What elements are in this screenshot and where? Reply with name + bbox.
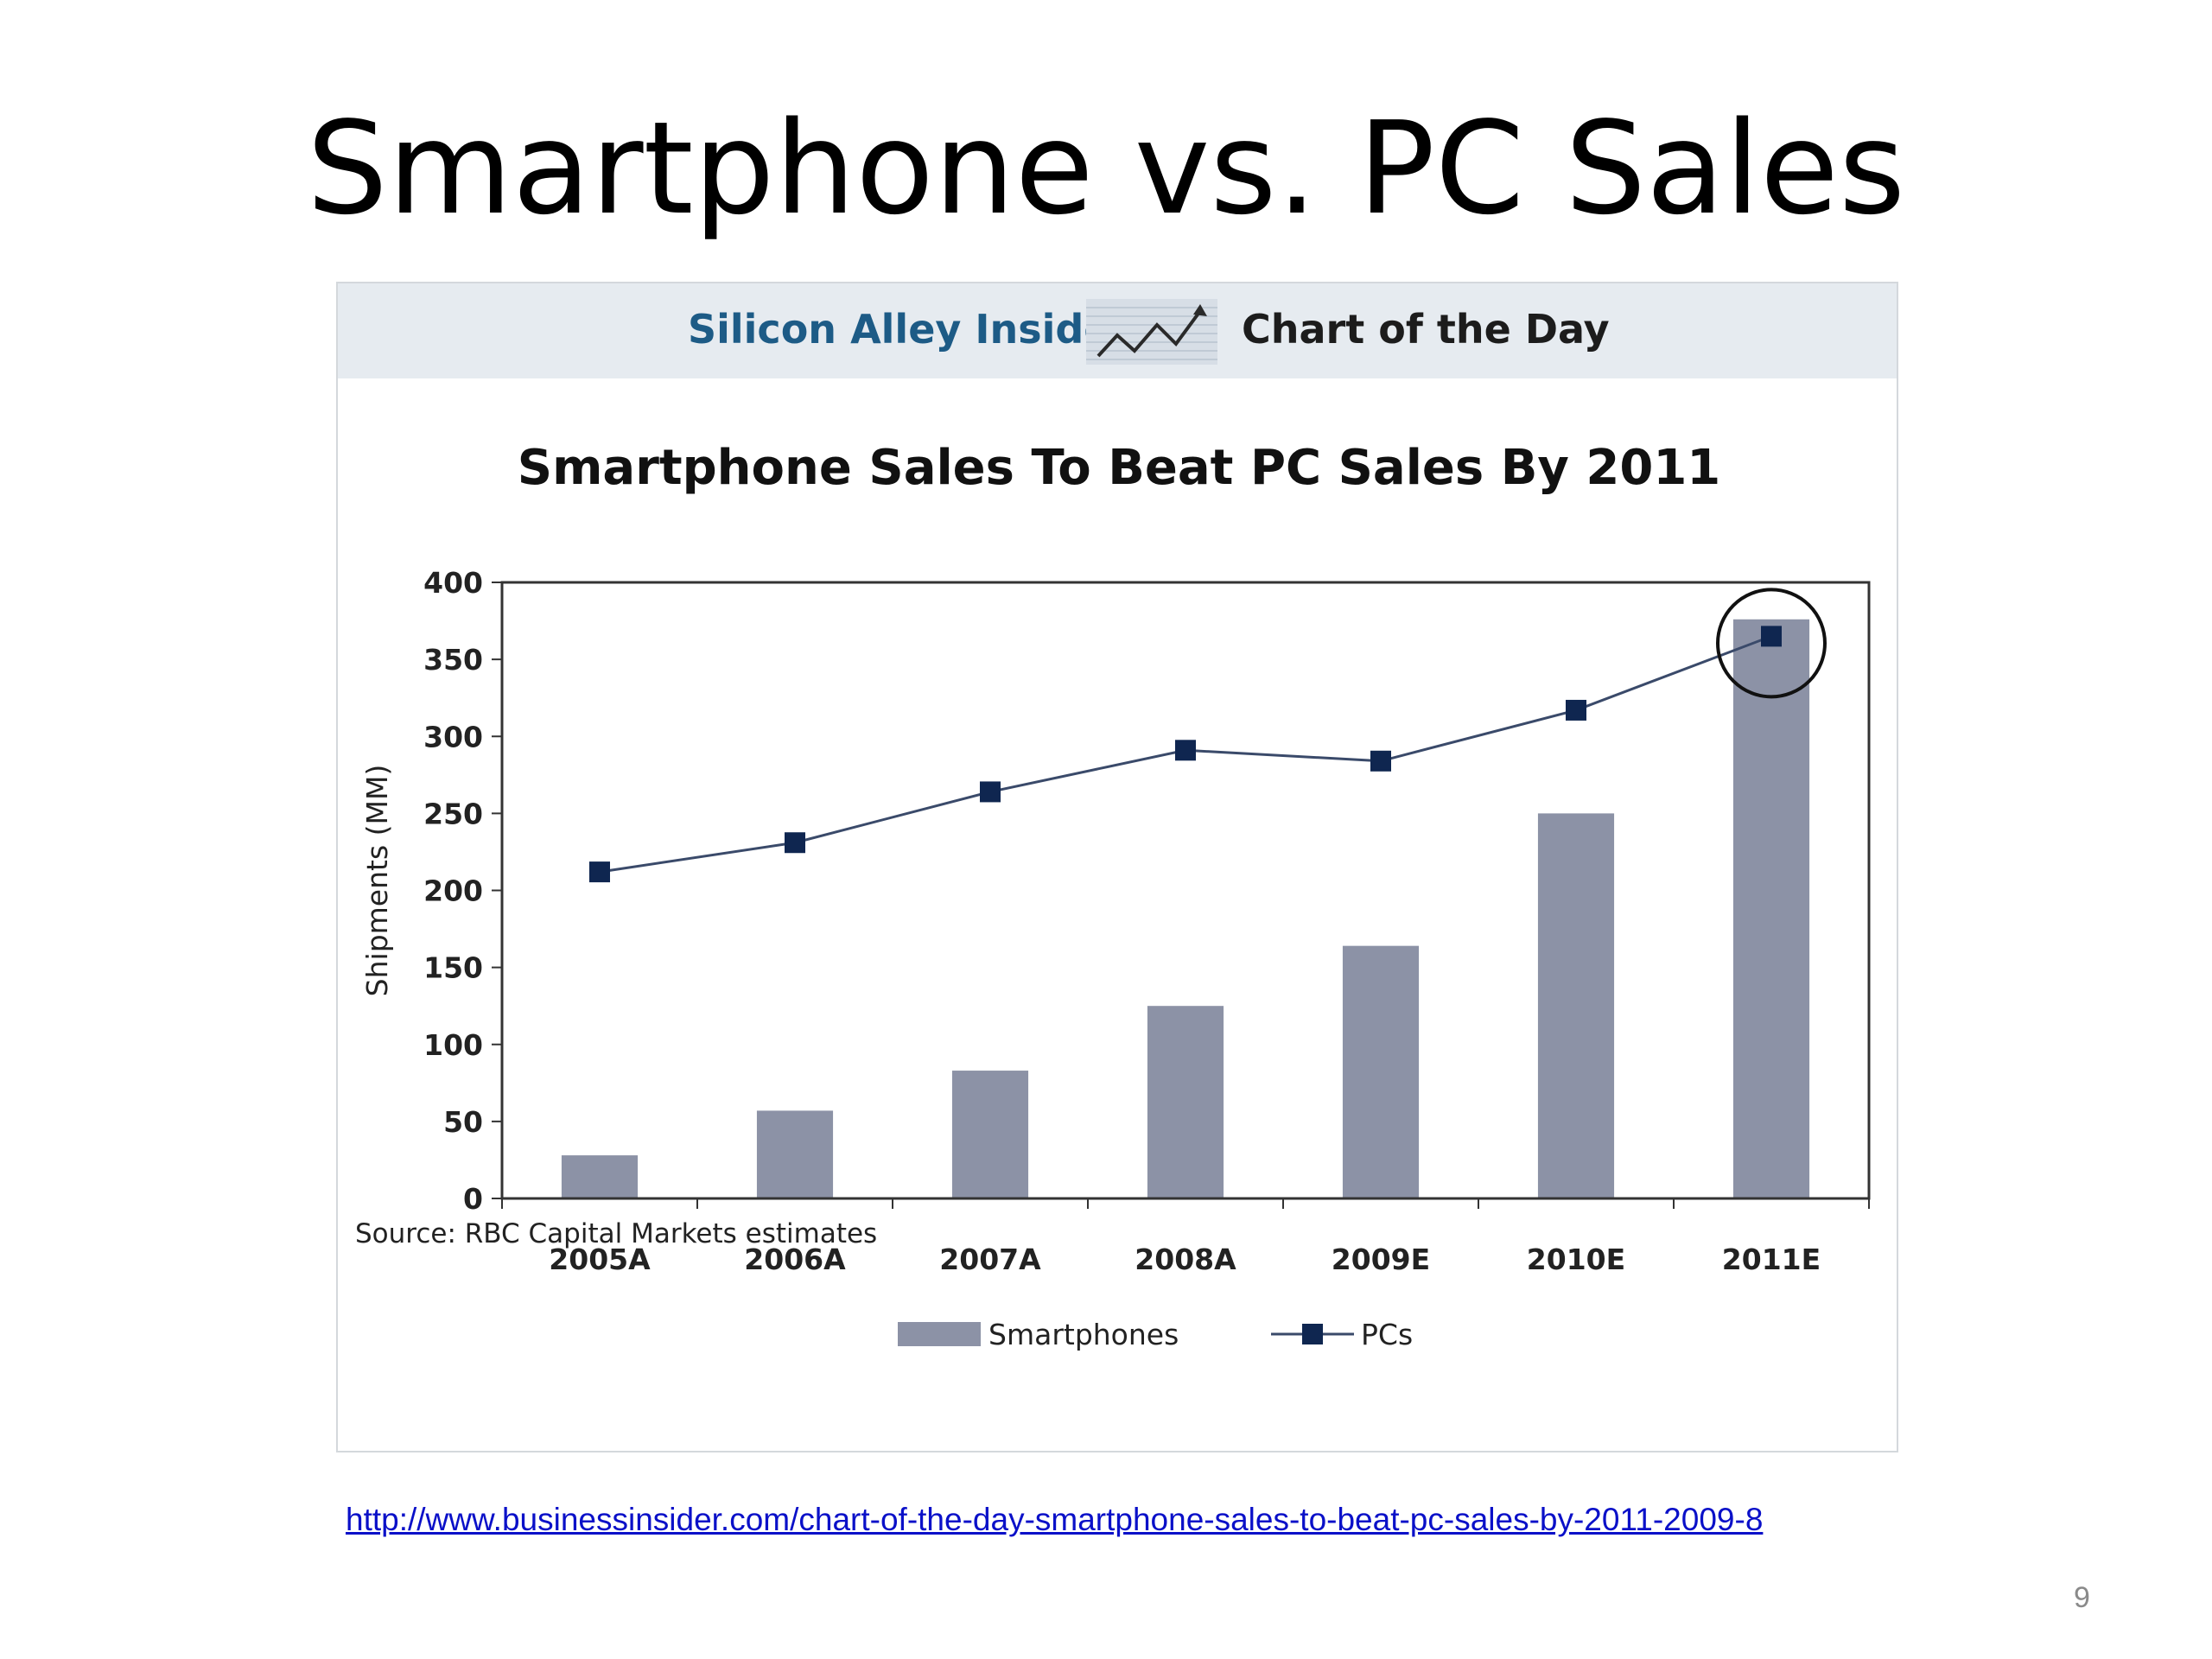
- x-tick-label: 2007A: [939, 1243, 1041, 1276]
- legend-label-pcs: PCs: [1361, 1318, 1413, 1351]
- y-tick-label: 100: [423, 1028, 483, 1062]
- brand-name: Silicon Alley Insider: [688, 306, 1131, 353]
- source-link[interactable]: http://www.businessinsider.com/chart-of-…: [346, 1502, 1764, 1537]
- chart-banner: Silicon Alley Insider Chart of the Day: [338, 283, 1897, 378]
- legend-marker-pcs: [1302, 1324, 1323, 1344]
- y-tick-label: 150: [423, 951, 483, 985]
- x-tick-label: 2009E: [1332, 1243, 1430, 1276]
- bar-smartphones: [1342, 945, 1420, 1198]
- point-pcs: [1566, 699, 1586, 721]
- point-pcs: [1370, 750, 1391, 772]
- x-tick-label: 2006A: [744, 1243, 846, 1276]
- y-tick-label: 400: [423, 566, 483, 600]
- chart-title: Smartphone Sales To Beat PC Sales By 201…: [518, 440, 1721, 496]
- highlight-circle: [1716, 588, 1827, 699]
- y-tick-label: 200: [423, 874, 483, 908]
- slide-title: Smartphone vs. PC Sales: [306, 94, 1906, 243]
- x-tick-label: 2008A: [1135, 1243, 1236, 1276]
- bar-smartphones: [1732, 619, 1810, 1198]
- bar-smartphones: [951, 1071, 1029, 1198]
- point-pcs: [785, 832, 805, 854]
- legend-label-smartphones: Smartphones: [988, 1318, 1179, 1351]
- chart-plot: Smartphone Sales To Beat PC Sales By 201…: [355, 440, 1871, 1351]
- point-pcs: [589, 861, 610, 883]
- chart-card: Silicon Alley Insider Chart of the Day S…: [336, 282, 1898, 1452]
- y-tick-label: 50: [443, 1105, 483, 1139]
- x-tick-label: 2011E: [1722, 1243, 1821, 1276]
- x-tick-label: 2010E: [1527, 1243, 1625, 1276]
- source-note: Source: RBC Capital Markets estimates: [355, 1218, 877, 1249]
- bar-smartphones: [1147, 1006, 1224, 1198]
- y-tick-label: 350: [423, 643, 483, 677]
- x-tick-label: 2005A: [549, 1243, 651, 1276]
- chart-of-the-day-label: Chart of the Day: [1242, 306, 1610, 353]
- bar-smartphones: [561, 1155, 639, 1198]
- point-pcs: [1175, 740, 1196, 761]
- y-tick-label: 0: [463, 1182, 483, 1216]
- trend-logo-icon: [1086, 299, 1217, 365]
- point-pcs: [980, 781, 1001, 803]
- point-pcs: [1761, 626, 1782, 647]
- y-tick-label: 300: [423, 720, 483, 753]
- y-tick-label: 250: [423, 797, 483, 830]
- plot-frame: [500, 581, 1871, 1200]
- bar-smartphones: [1537, 813, 1615, 1198]
- y-axis-label: Shipments (MM): [360, 765, 394, 997]
- page-number: 9: [2074, 1581, 2090, 1614]
- bar-smartphones: [756, 1110, 834, 1198]
- legend-swatch-smartphones: [898, 1322, 981, 1346]
